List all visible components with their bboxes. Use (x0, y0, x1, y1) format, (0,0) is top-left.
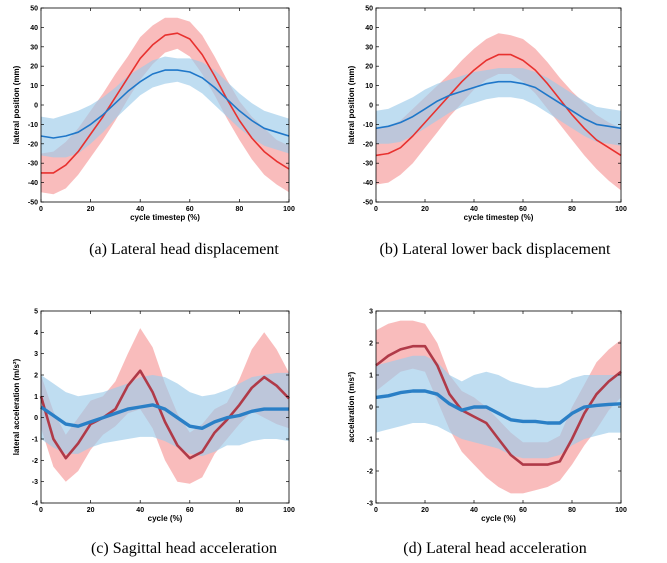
mean-line-2 (375, 80, 622, 130)
x-tick-label: 20 (421, 507, 429, 514)
y-tick-label: -3 (367, 501, 373, 508)
x-tick-label: 40 (470, 507, 478, 514)
y-tick-label: 0 (369, 103, 373, 110)
x-tick-label: 100 (615, 507, 627, 514)
y-tick-label: 30 (30, 44, 38, 51)
x-tick-label: 80 (236, 206, 244, 213)
y-tick-label: 3 (34, 351, 38, 358)
x-tick-label: 40 (136, 206, 144, 213)
confidence-band-2 (376, 68, 621, 146)
y-axis-label: lateral position (mm) (347, 65, 356, 144)
y-tick-label: 40 (30, 25, 38, 32)
x-tick-label: 0 (374, 507, 378, 514)
x-tick-label: 40 (470, 206, 478, 213)
x-tick-label: 20 (421, 206, 429, 213)
confidence-band-2 (41, 372, 289, 457)
mean-line-1 (375, 344, 622, 466)
y-tick-label: 50 (30, 6, 38, 13)
mean-line-1 (375, 53, 622, 157)
y-tick-label: -30 (28, 161, 38, 168)
y-tick-label: 0 (369, 405, 373, 412)
confidence-band-2 (41, 56, 289, 158)
chart-panel-3: 0 20 40 60 80 100 5 4 3 2 1 0 -1 -2 -3 -4 cycle (%) later… (12, 309, 295, 558)
chart-panel-2: 0 20 40 60 80 10050403020100-10-20-30-40-50cy… (347, 6, 627, 259)
y-tick-label: -20 (363, 141, 373, 148)
mean-line-2 (40, 69, 290, 139)
y-tick-label: -40 (28, 180, 38, 187)
y-tick-label: 2 (369, 341, 373, 348)
mean-line-2 (40, 403, 289, 430)
y-tick-label: -3 (32, 479, 38, 486)
y-tick-label: -1 (367, 437, 373, 444)
y-tick-label: -30 (363, 161, 373, 168)
y-tick-label: -50 (363, 200, 373, 207)
y-tick-label: -2 (367, 469, 373, 476)
subfigure-caption: (c) Sagittal head acceleration (91, 540, 277, 557)
x-tick-label: 60 (186, 206, 194, 213)
x-tick-label: 20 (87, 206, 95, 213)
mean-line-1 (41, 32, 290, 174)
x-tick-label: 60 (186, 507, 194, 514)
x-axis-label: cycle (%) (148, 514, 183, 523)
x-tick-label: 100 (283, 206, 295, 213)
x-tick-label: 80 (568, 206, 576, 213)
y-tick-label: 10 (30, 83, 38, 90)
y-tick-label: 30 (365, 44, 373, 51)
x-tick-label: 0 (374, 206, 378, 213)
y-tick-label: -1 (32, 437, 38, 444)
x-tick-label: 20 (87, 507, 95, 514)
x-axis-label: cycle timestep (%) (464, 213, 534, 222)
y-tick-label: 2 (34, 373, 38, 380)
x-tick-label: 40 (136, 507, 144, 514)
x-tick-label: 0 (39, 507, 43, 514)
x-axis-label: cycle timestep (%) (130, 213, 200, 222)
x-tick-label: 80 (236, 507, 244, 514)
y-tick-label: 20 (365, 64, 373, 71)
x-tick-label: 0 (39, 206, 43, 213)
y-tick-label: 0 (34, 415, 38, 422)
mean-line-1 (39, 369, 290, 460)
y-tick-label: -4 (32, 501, 38, 508)
y-tick-label: 50 (365, 6, 373, 13)
y-axis-label: accelaration (m/s²) (347, 371, 356, 442)
mean-line-2 (375, 389, 622, 425)
x-tick-label: 60 (519, 206, 527, 213)
chart-panel-4: 0 20 40 60 80 100 3 2 1 0 -1 -2 -3 cycle (%) accelarat… (347, 309, 627, 558)
x-tick-label: 60 (519, 507, 527, 514)
x-tick-label: 100 (615, 206, 627, 213)
y-tick-label: -20 (28, 141, 38, 148)
y-axis-label: lateral acceleration (m/s²) (12, 358, 21, 455)
y-tick-label: 10 (365, 83, 373, 90)
y-tick-label: 1 (34, 394, 38, 401)
y-tick-label: 40 (365, 25, 373, 32)
y-tick-label: -50 (28, 200, 38, 207)
x-tick-label: 80 (568, 507, 576, 514)
y-tick-label: -2 (32, 458, 38, 465)
plot-frame (40, 310, 290, 504)
x-axis-label: cycle (%) (481, 514, 516, 523)
y-tick-label: 3 (369, 309, 373, 316)
subfigure-caption: (b) Lateral lower back displacement (380, 241, 612, 258)
confidence-band-2 (376, 355, 621, 459)
y-tick-label: 5 (34, 309, 38, 316)
x-tick-label: 100 (283, 507, 295, 514)
y-tick-label: 4 (34, 330, 38, 337)
y-tick-label: -40 (363, 180, 373, 187)
y-tick-label: 0 (34, 103, 38, 110)
y-axis-label: lateral position (mm) (12, 65, 21, 144)
y-tick-label: -10 (28, 122, 38, 129)
chart-panel-1: 0 20 40 60 80 10050403020100-10-20-30-40-50cy… (12, 6, 295, 259)
y-tick-label: -10 (363, 122, 373, 129)
subfigure-caption: (a) Lateral head displacement (89, 241, 279, 258)
y-tick-label: 20 (30, 64, 38, 71)
subfigure-caption: (d) Lateral head acceleration (403, 540, 586, 557)
y-tick-label: 1 (369, 373, 373, 380)
